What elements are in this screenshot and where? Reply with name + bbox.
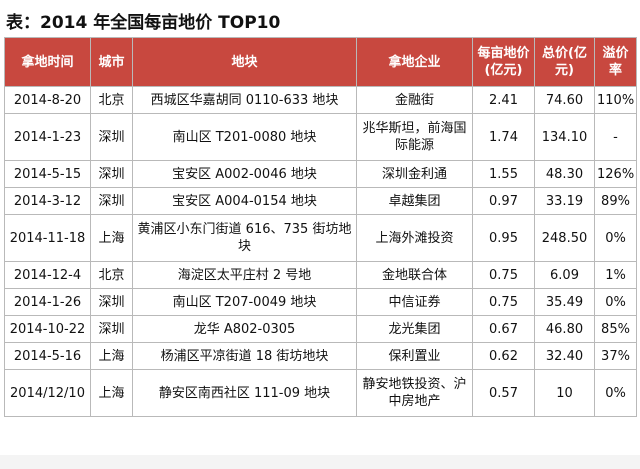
cell-company: 卓越集团 — [356, 187, 473, 215]
cell-plot: 西城区华嘉胡同 0110-633 地块 — [132, 86, 357, 114]
cell-plot: 龙华 A802-0305 — [132, 315, 357, 343]
cell-total-price: 248.50 — [534, 214, 595, 262]
header-company: 拿地企业 — [356, 37, 473, 87]
cell-plot: 南山区 T207-0049 地块 — [132, 288, 357, 316]
cell-total-price: 33.19 — [534, 187, 595, 215]
table-row: 2014-11-18 上海 黄浦区小东门街道 616、735 街坊地块 上海外滩… — [4, 214, 637, 262]
header-date: 拿地时间 — [4, 37, 91, 87]
cell-plot: 海淀区太平庄村 2 号地 — [132, 261, 357, 289]
table-row: 2014/12/10 上海 静安区南西社区 111-09 地块 静安地铁投资、沪… — [4, 369, 637, 417]
cell-company: 上海外滩投资 — [356, 214, 473, 262]
table-row: 2014-5-15 深圳 宝安区 A002-0046 地块 深圳金利通 1.55… — [4, 160, 637, 188]
cell-unit-price: 1.74 — [472, 113, 535, 161]
cell-date: 2014-5-15 — [4, 160, 91, 188]
cell-plot: 宝安区 A002-0046 地块 — [132, 160, 357, 188]
table-row: 2014-3-12 深圳 宝安区 A004-0154 地块 卓越集团 0.97 … — [4, 187, 637, 215]
cell-total-price: 46.80 — [534, 315, 595, 343]
cell-total-price: 10 — [534, 369, 595, 417]
cell-company: 金融街 — [356, 86, 473, 114]
header-city: 城市 — [90, 37, 133, 87]
cell-company: 兆华斯坦，前海国际能源 — [356, 113, 473, 161]
table-row: 2014-1-26 深圳 南山区 T207-0049 地块 中信证券 0.75 … — [4, 288, 637, 316]
cell-unit-price: 0.62 — [472, 342, 535, 370]
cell-date: 2014-1-23 — [4, 113, 91, 161]
cell-total-price: 48.30 — [534, 160, 595, 188]
land-price-table: 拿地时间 城市 地块 拿地企业 每亩地价(亿元) 总价(亿元) 溢价率 2014… — [4, 37, 637, 417]
cell-city: 深圳 — [90, 187, 133, 215]
cell-date: 2014-12-4 — [4, 261, 91, 289]
bottom-fade — [0, 455, 640, 469]
cell-premium: 110% — [594, 86, 637, 114]
cell-company: 静安地铁投资、沪中房地产 — [356, 369, 473, 417]
cell-company: 中信证券 — [356, 288, 473, 316]
cell-total-price: 6.09 — [534, 261, 595, 289]
cell-company: 保利置业 — [356, 342, 473, 370]
cell-city: 深圳 — [90, 315, 133, 343]
cell-plot: 静安区南西社区 111-09 地块 — [132, 369, 357, 417]
cell-total-price: 32.40 — [534, 342, 595, 370]
table-title: 表：2014 年全国每亩地价 TOP10 — [6, 13, 281, 33]
table-row: 2014-8-20 北京 西城区华嘉胡同 0110-633 地块 金融街 2.4… — [4, 86, 637, 114]
cell-total-price: 134.10 — [534, 113, 595, 161]
cell-company: 深圳金利通 — [356, 160, 473, 188]
table-row: 2014-5-16 上海 杨浦区平凉街道 18 街坊地块 保利置业 0.62 3… — [4, 342, 637, 370]
cell-total-price: 74.60 — [534, 86, 595, 114]
cell-unit-price: 0.95 — [472, 214, 535, 262]
header-premium: 溢价率 — [594, 37, 637, 87]
cell-unit-price: 0.97 — [472, 187, 535, 215]
header-unit-price: 每亩地价(亿元) — [472, 37, 535, 87]
table-row: 2014-10-22 深圳 龙华 A802-0305 龙光集团 0.67 46.… — [4, 315, 637, 343]
cell-date: 2014-8-20 — [4, 86, 91, 114]
cell-premium: 37% — [594, 342, 637, 370]
header-plot: 地块 — [132, 37, 357, 87]
cell-company: 龙光集团 — [356, 315, 473, 343]
cell-unit-price: 2.41 — [472, 86, 535, 114]
cell-unit-price: 0.75 — [472, 261, 535, 289]
cell-unit-price: 0.67 — [472, 315, 535, 343]
cell-unit-price: 0.75 — [472, 288, 535, 316]
cell-premium: 1% — [594, 261, 637, 289]
cell-premium: 126% — [594, 160, 637, 188]
cell-city: 北京 — [90, 261, 133, 289]
cell-plot: 杨浦区平凉街道 18 街坊地块 — [132, 342, 357, 370]
table-row: 2014-1-23 深圳 南山区 T201-0080 地块 兆华斯坦，前海国际能… — [4, 113, 637, 161]
cell-premium: 0% — [594, 369, 637, 417]
cell-unit-price: 0.57 — [472, 369, 535, 417]
cell-date: 2014/12/10 — [4, 369, 91, 417]
cell-premium: 89% — [594, 187, 637, 215]
cell-company: 金地联合体 — [356, 261, 473, 289]
header-total-price: 总价(亿元) — [534, 37, 595, 87]
cell-plot: 宝安区 A004-0154 地块 — [132, 187, 357, 215]
table-row: 2014-12-4 北京 海淀区太平庄村 2 号地 金地联合体 0.75 6.0… — [4, 261, 637, 289]
cell-total-price: 35.49 — [534, 288, 595, 316]
cell-city: 上海 — [90, 369, 133, 417]
cell-date: 2014-3-12 — [4, 187, 91, 215]
header-row: 拿地时间 城市 地块 拿地企业 每亩地价(亿元) 总价(亿元) 溢价率 — [4, 37, 637, 87]
cell-city: 深圳 — [90, 160, 133, 188]
cell-date: 2014-10-22 — [4, 315, 91, 343]
cell-premium: 0% — [594, 214, 637, 262]
cell-date: 2014-1-26 — [4, 288, 91, 316]
cell-premium: 0% — [594, 288, 637, 316]
cell-city: 深圳 — [90, 113, 133, 161]
cell-plot: 黄浦区小东门街道 616、735 街坊地块 — [132, 214, 357, 262]
cell-date: 2014-5-16 — [4, 342, 91, 370]
cell-premium: - — [594, 113, 637, 161]
cell-city: 上海 — [90, 342, 133, 370]
cell-date: 2014-11-18 — [4, 214, 91, 262]
cell-city: 北京 — [90, 86, 133, 114]
cell-premium: 85% — [594, 315, 637, 343]
cell-city: 深圳 — [90, 288, 133, 316]
cell-unit-price: 1.55 — [472, 160, 535, 188]
cell-city: 上海 — [90, 214, 133, 262]
cell-plot: 南山区 T201-0080 地块 — [132, 113, 357, 161]
